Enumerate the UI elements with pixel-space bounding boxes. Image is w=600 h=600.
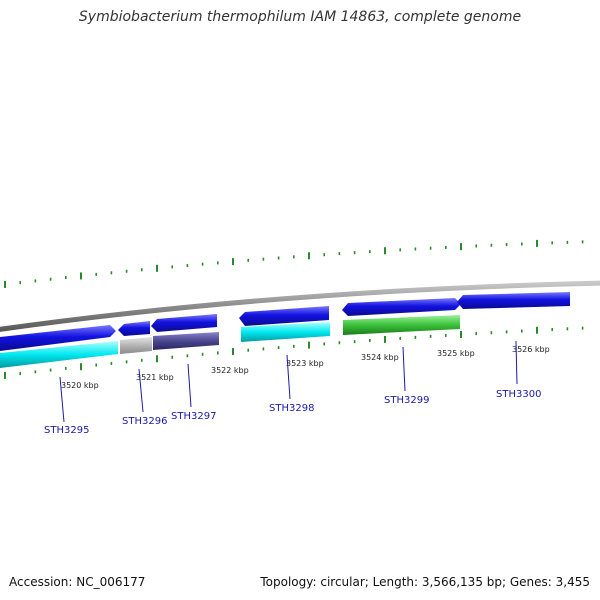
genome-backbone [0, 280, 600, 332]
kbp-labels: 3520 kbp 3521 kbp 3522 kbp 3523 kbp 3524… [61, 345, 550, 390]
gene-leader-line [59, 376, 65, 423]
gene-label-sth3298[interactable]: STH3298 [269, 403, 314, 414]
inner-tick-marks [4, 326, 584, 379]
accession-number: NC_006177 [76, 575, 146, 589]
kbp-label: 3522 kbp [211, 366, 249, 375]
gene-leader-line [187, 363, 192, 408]
cds-arrow-sth3298[interactable] [239, 306, 329, 326]
kbp-label: 3520 kbp [61, 381, 99, 390]
gene-labels: STH3295 STH3296 STH3297 STH3298 STH3299 … [44, 340, 541, 436]
gene-label-sth3295[interactable]: STH3295 [44, 425, 89, 436]
cds-arrow-sth3299[interactable] [342, 298, 461, 316]
kbp-label: 3524 kbp [361, 353, 399, 362]
kbp-label: 3526 kbp [512, 345, 550, 354]
gene-leader-line [402, 346, 406, 392]
cog-bar-sth3298[interactable] [241, 322, 330, 342]
cog-track [0, 315, 460, 368]
cog-bar-sth3296[interactable] [120, 337, 152, 354]
gene-leader-line [286, 354, 291, 400]
cog-bar-sth3299[interactable] [343, 315, 460, 335]
accession-label: Accession: [9, 575, 73, 589]
gene-leader-line [515, 340, 518, 385]
gene-label-sth3299[interactable]: STH3299 [384, 395, 429, 406]
gene-label-sth3297[interactable]: STH3297 [171, 411, 216, 422]
cds-arrow-sth3295[interactable] [0, 325, 116, 351]
cds-arrow-sth3296[interactable] [118, 321, 150, 336]
cog-bar-sth3297[interactable] [153, 332, 219, 350]
kbp-label: 3523 kbp [286, 359, 324, 368]
cog-bar-sth3295[interactable] [0, 341, 118, 368]
accession-info: Accession: NC_006177 [9, 575, 145, 589]
map-title: Symbiobacterium thermophilum IAM 14863, … [78, 9, 522, 25]
kbp-label: 3521 kbp [136, 373, 174, 382]
gene-label-sth3296[interactable]: STH3296 [122, 416, 167, 427]
cds-arrow-sth3300[interactable] [457, 292, 570, 309]
cds-track [0, 292, 570, 351]
kbp-label: 3525 kbp [437, 349, 475, 358]
gene-leader-line [138, 368, 144, 413]
cds-arrow-sth3297[interactable] [151, 314, 217, 332]
genome-stats: Topology: circular; Length: 3,566,135 bp… [260, 575, 590, 589]
outer-tick-marks [4, 239, 584, 288]
gene-label-sth3300[interactable]: STH3300 [496, 389, 541, 400]
